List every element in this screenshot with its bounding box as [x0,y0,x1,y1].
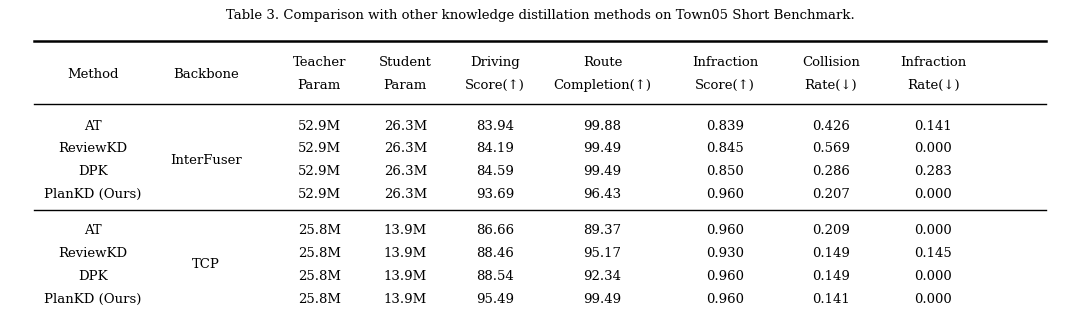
Text: TCP: TCP [192,258,220,271]
Text: 0.930: 0.930 [706,247,744,260]
Text: 88.46: 88.46 [476,247,514,260]
Text: 0.569: 0.569 [812,142,850,155]
Text: 0.000: 0.000 [915,142,953,155]
Text: 0.426: 0.426 [812,120,850,133]
Text: 52.9M: 52.9M [298,120,340,133]
Text: 25.8M: 25.8M [298,224,340,237]
Text: 0.960: 0.960 [706,293,744,306]
Text: 25.8M: 25.8M [298,269,340,282]
Text: 13.9M: 13.9M [383,293,427,306]
Text: 0.286: 0.286 [812,165,850,179]
Text: Score(↑): Score(↑) [696,79,755,92]
Text: Student: Student [379,56,432,69]
Text: 93.69: 93.69 [475,188,514,201]
Text: ReviewKD: ReviewKD [58,142,127,155]
Text: 0.839: 0.839 [706,120,744,133]
Text: 0.845: 0.845 [706,142,744,155]
Text: PlanKD (Ours): PlanKD (Ours) [44,293,141,306]
Text: Param: Param [298,79,341,92]
Text: 0.209: 0.209 [812,224,850,237]
Text: 0.000: 0.000 [915,224,953,237]
Text: Method: Method [67,68,119,81]
Text: 83.94: 83.94 [476,120,514,133]
Text: Teacher: Teacher [293,56,346,69]
Text: 26.3M: 26.3M [383,188,427,201]
Text: Score(↑): Score(↑) [464,79,525,92]
Text: 0.960: 0.960 [706,269,744,282]
Text: 96.43: 96.43 [583,188,622,201]
Text: 86.66: 86.66 [475,224,514,237]
Text: DPK: DPK [78,269,108,282]
Text: 95.49: 95.49 [476,293,514,306]
Text: Route: Route [583,56,622,69]
Text: 0.960: 0.960 [706,188,744,201]
Text: DPK: DPK [78,165,108,179]
Text: 25.8M: 25.8M [298,293,340,306]
Text: 99.49: 99.49 [583,165,622,179]
Text: Infraction: Infraction [692,56,758,69]
Text: 99.49: 99.49 [583,293,622,306]
Text: 0.283: 0.283 [915,165,953,179]
Text: 0.149: 0.149 [812,269,850,282]
Text: 26.3M: 26.3M [383,165,427,179]
Text: Infraction: Infraction [900,56,967,69]
Text: Rate(↓): Rate(↓) [907,79,959,92]
Text: 52.9M: 52.9M [298,188,340,201]
Text: 52.9M: 52.9M [298,142,340,155]
Text: 13.9M: 13.9M [383,247,427,260]
Text: PlanKD (Ours): PlanKD (Ours) [44,188,141,201]
Text: 52.9M: 52.9M [298,165,340,179]
Text: Table 3. Comparison with other knowledge distillation methods on Town05 Short Be: Table 3. Comparison with other knowledge… [226,9,854,22]
Text: ReviewKD: ReviewKD [58,247,127,260]
Text: 84.59: 84.59 [476,165,514,179]
Text: 0.141: 0.141 [812,293,850,306]
Text: 89.37: 89.37 [583,224,622,237]
Text: 0.000: 0.000 [915,293,953,306]
Text: InterFuser: InterFuser [171,154,242,167]
Text: AT: AT [84,224,102,237]
Text: 0.850: 0.850 [706,165,744,179]
Text: 92.34: 92.34 [583,269,621,282]
Text: 13.9M: 13.9M [383,269,427,282]
Text: Backbone: Backbone [173,68,239,81]
Text: 25.8M: 25.8M [298,247,340,260]
Text: 0.149: 0.149 [812,247,850,260]
Text: 26.3M: 26.3M [383,120,427,133]
Text: Completion(↑): Completion(↑) [553,79,651,92]
Text: 99.49: 99.49 [583,142,622,155]
Text: Collision: Collision [802,56,860,69]
Text: AT: AT [84,120,102,133]
Text: 0.000: 0.000 [915,269,953,282]
Text: 95.17: 95.17 [583,247,621,260]
Text: Driving: Driving [470,56,519,69]
Text: 0.960: 0.960 [706,224,744,237]
Text: 0.000: 0.000 [915,188,953,201]
Text: 26.3M: 26.3M [383,142,427,155]
Text: 99.88: 99.88 [583,120,621,133]
Text: Param: Param [383,79,427,92]
Text: 13.9M: 13.9M [383,224,427,237]
Text: 0.207: 0.207 [812,188,850,201]
Text: Rate(↓): Rate(↓) [805,79,858,92]
Text: 88.54: 88.54 [476,269,514,282]
Text: 84.19: 84.19 [476,142,514,155]
Text: 0.145: 0.145 [915,247,953,260]
Text: 0.141: 0.141 [915,120,953,133]
